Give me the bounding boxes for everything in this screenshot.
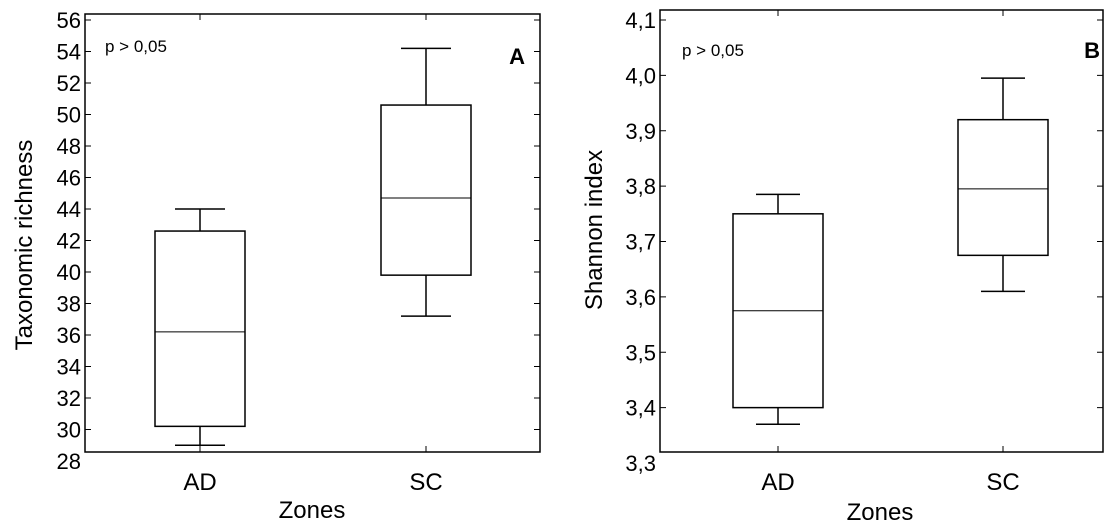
y-tick-label-b: 4,0	[625, 63, 656, 88]
y-tick-label-a: 30	[57, 418, 81, 443]
y-tick-label-b: 4,1	[625, 8, 656, 33]
y-axis-title-b: Shannon index	[581, 150, 608, 310]
box-sc-a	[380, 47, 472, 317]
y-tick-label-b: 3,3	[625, 451, 656, 476]
y-tick-label-a: 46	[57, 166, 81, 191]
y-tick-label-b: 3,9	[625, 119, 656, 144]
y-tick-label-a: 42	[57, 229, 81, 254]
y-tick-label-a: 50	[57, 103, 81, 128]
y-tick-label-b: 3,7	[625, 230, 656, 255]
x-tick-label-a: SC	[409, 469, 442, 496]
y-tick-label-a: 34	[57, 355, 81, 380]
y-tick-label-a: 48	[57, 134, 81, 159]
y-tick-label-a: 54	[57, 40, 81, 65]
y-tick-label-a: 52	[57, 71, 81, 96]
box-iqr	[957, 118, 1049, 257]
y-tick-label-b: 3,5	[625, 340, 656, 365]
y-tick-label-b: 3,4	[625, 396, 656, 421]
x-axis-title-a: Zones	[279, 497, 346, 523]
x-axis-title-b: Zones	[847, 499, 914, 523]
y-tick-label-a: 28	[57, 449, 81, 474]
y-tick-label-a: 38	[57, 292, 81, 317]
y-tick-label-a: 44	[57, 197, 81, 222]
y-axis-title-a: Taxonomic richness	[11, 140, 38, 351]
box-sc-b	[957, 77, 1049, 293]
y-tick-label-b: 3,8	[625, 174, 656, 199]
y-tick-label-a: 40	[57, 260, 81, 285]
x-tick-label-b: SC	[986, 469, 1019, 496]
panel-a: 28 30 32 34 36 38 40 42 44 46 48 50 52 54 56 AD SC A p >…	[11, 8, 541, 523]
panel-letter-a: A	[509, 44, 525, 69]
panel-letter-b: B	[1084, 38, 1100, 63]
plot-frame-b	[659, 9, 1104, 453]
annotation-b: p > 0,05	[682, 41, 744, 60]
plot-frame-a	[84, 13, 541, 453]
panel-b: 3,3 3,4 3,5 3,6 3,7 3,8 3,9 4,0 4,1 AD SC B p > 0,…	[581, 8, 1104, 523]
y-tick-label-a: 56	[57, 8, 81, 33]
box-iqr	[380, 104, 472, 276]
x-tick-label-a: AD	[183, 469, 216, 496]
x-tick-label-b: AD	[761, 469, 794, 496]
annotation-a: p > 0,05	[105, 37, 167, 56]
box-ad-a	[154, 208, 246, 446]
box-ad-b	[732, 193, 824, 425]
y-tick-label-b: 3,6	[625, 285, 656, 310]
y-tick-label-a: 32	[57, 386, 81, 411]
box-iqr	[154, 230, 246, 428]
y-tick-label-a: 36	[57, 323, 81, 348]
